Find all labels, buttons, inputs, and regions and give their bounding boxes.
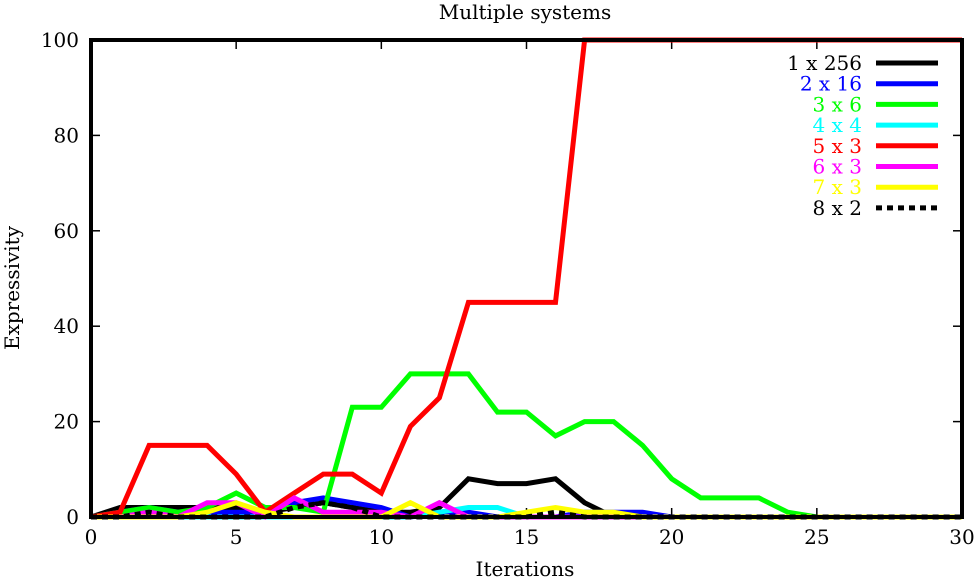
y-tick-label: 40 (54, 314, 79, 338)
legend-label: 4 x 4 (813, 113, 862, 137)
x-tick-label: 10 (369, 525, 394, 549)
x-tick-label: 25 (804, 525, 829, 549)
y-tick-label: 80 (54, 123, 79, 147)
x-tick-label: 30 (949, 525, 974, 549)
x-tick-label: 15 (514, 525, 539, 549)
x-tick-label: 5 (230, 525, 243, 549)
x-tick-label: 20 (659, 525, 684, 549)
chart-title: Multiple systems (439, 0, 612, 24)
legend-label: 2 x 16 (800, 72, 862, 96)
y-axis-label: Expressivity (0, 225, 24, 350)
legend-label: 1 x 256 (787, 51, 862, 75)
axis-ticks: 0 5 10 15 20 25 30 0 20 40 60 80 100 (41, 28, 975, 549)
y-tick-label: 20 (54, 410, 79, 434)
legend-label: 5 x 3 (813, 134, 862, 158)
legend-label: 6 x 3 (813, 155, 862, 179)
y-tick-label: 60 (54, 219, 79, 243)
y-tick-label: 0 (66, 505, 79, 529)
series-line-3 (90, 371, 962, 520)
legend-label: 8 x 2 (813, 196, 862, 220)
legend-label: 7 x 3 (813, 175, 862, 199)
x-axis-label: Iterations (476, 557, 575, 578)
y-tick-label: 100 (41, 28, 79, 52)
x-tick-label: 0 (85, 525, 98, 549)
plot-frame (89, 38, 964, 519)
legend-label: 3 x 6 (813, 92, 862, 116)
